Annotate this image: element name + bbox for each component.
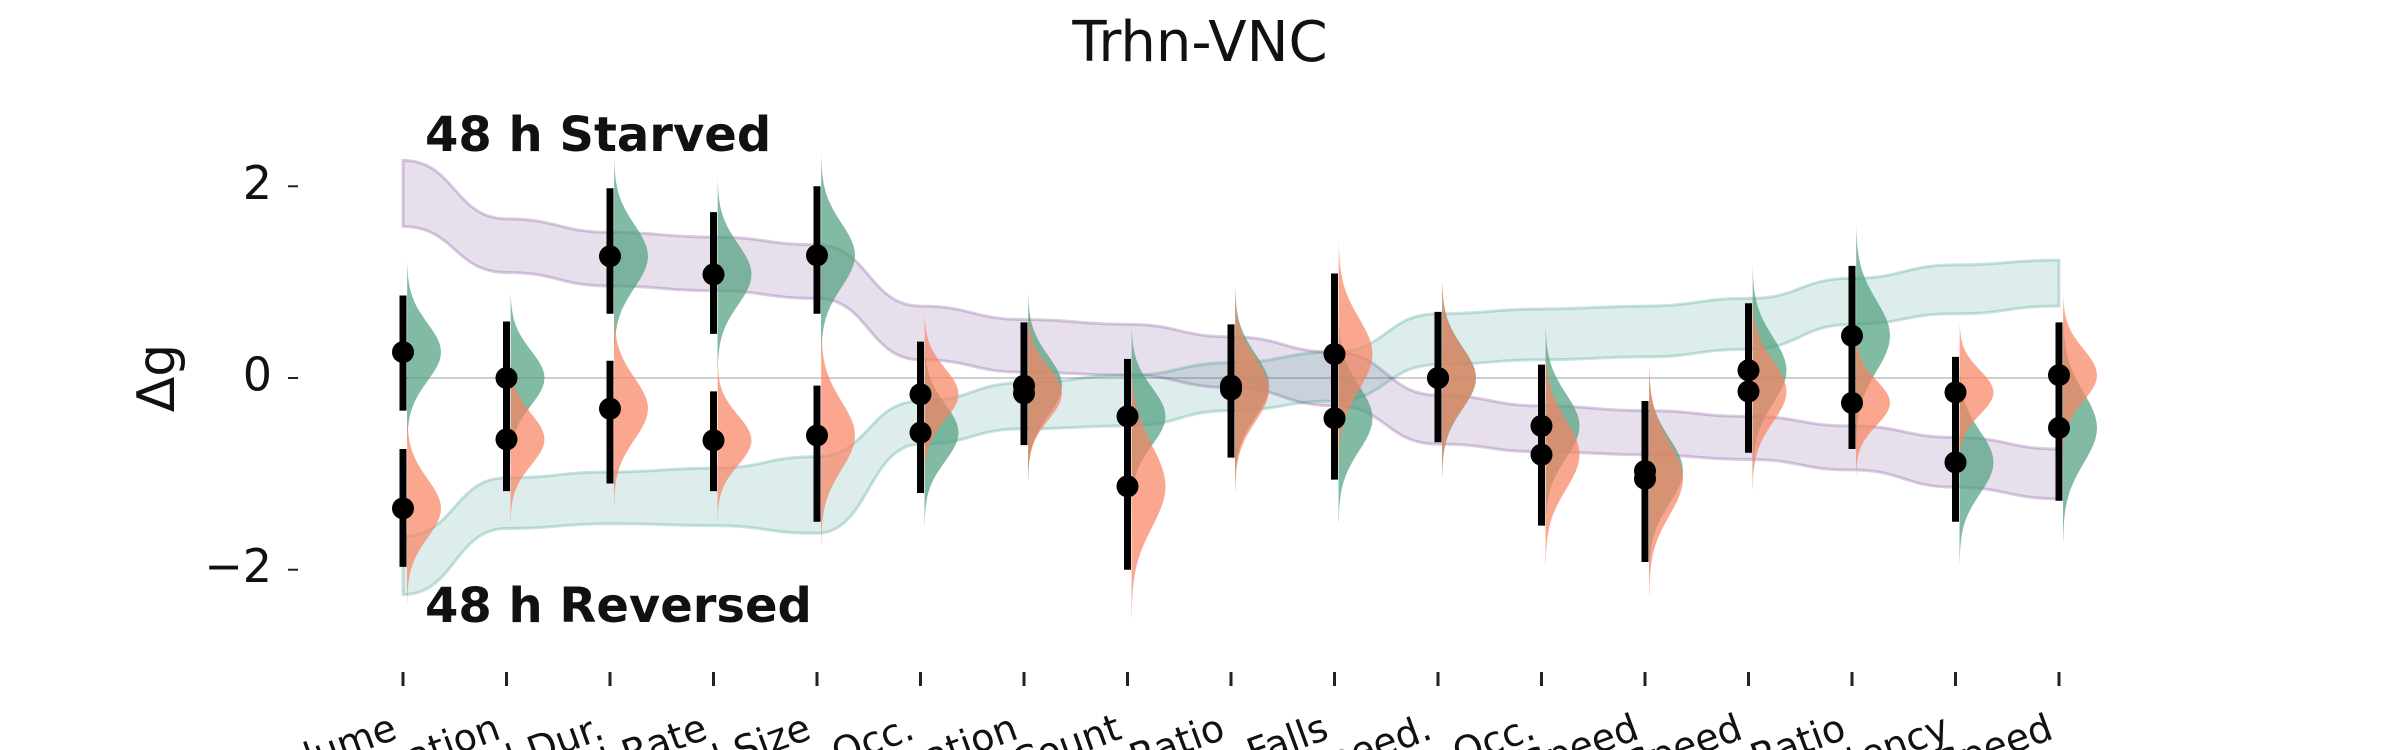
half-violin	[1235, 287, 1269, 492]
x-tick-label: Occ.	[826, 705, 920, 750]
x-tick-label: Ratio	[1744, 705, 1851, 750]
point	[495, 367, 518, 389]
point	[806, 244, 828, 267]
half-violin	[821, 153, 855, 358]
point	[702, 263, 725, 286]
half-violin	[407, 260, 441, 445]
band-label: 48 h Reversed	[425, 578, 812, 634]
point	[702, 429, 725, 452]
y-tick-label: 2	[243, 156, 272, 210]
half-violin	[924, 311, 959, 478]
half-violin	[1856, 330, 1890, 476]
half-violin	[1338, 239, 1373, 469]
half-violin	[1752, 293, 1787, 490]
y-tick-label: −2	[204, 539, 272, 593]
half-violin	[1028, 308, 1062, 478]
point	[599, 397, 621, 420]
half-violin	[614, 310, 648, 507]
half-violin	[510, 356, 545, 523]
x-tick-label: l Size	[706, 705, 816, 750]
point	[1841, 391, 1863, 414]
half-violin	[821, 326, 855, 545]
x-tick-label: Speed	[1621, 705, 1748, 750]
x-tick-label: l Dur.	[500, 705, 609, 750]
y-tick-label: 0	[243, 348, 272, 402]
point	[599, 245, 621, 268]
x-tick-label: l Rate	[594, 705, 712, 750]
point	[2048, 364, 2070, 387]
x-tick-label: olume	[276, 705, 402, 750]
half-violin	[2063, 292, 2097, 458]
x-tick-label: Count	[1005, 705, 1126, 750]
point	[392, 497, 414, 520]
band-label: 48 h Starved	[425, 107, 771, 163]
x-tick-label: Speed	[1931, 705, 2058, 750]
point	[1427, 367, 1449, 389]
half-violin	[1649, 362, 1683, 596]
x-tick-label: peed.	[1321, 705, 1437, 750]
half-violin	[1442, 280, 1476, 476]
point	[909, 383, 932, 406]
half-violin	[1131, 355, 1166, 617]
point	[495, 428, 518, 451]
point	[1116, 475, 1139, 498]
chart-title: Trhn-VNC	[1071, 10, 1327, 75]
point	[1737, 359, 1760, 382]
point	[1116, 405, 1139, 428]
point	[392, 341, 414, 364]
x-tick-label: Falls	[1241, 705, 1334, 750]
x-tick-label: Ratio	[1123, 705, 1230, 750]
point	[1220, 378, 1242, 401]
point	[1323, 407, 1346, 430]
point	[1530, 414, 1553, 437]
x-tick-label: ation	[400, 705, 505, 750]
point	[1634, 467, 1656, 490]
point	[1841, 324, 1863, 347]
half-violin	[717, 360, 752, 521]
half-violin	[717, 177, 752, 372]
half-violin	[1959, 321, 1994, 463]
half-violin	[614, 155, 648, 357]
point	[1944, 451, 1967, 474]
point	[1530, 443, 1553, 466]
point	[1944, 381, 1967, 404]
y-axis-label: Δg	[127, 344, 187, 413]
point	[2048, 416, 2070, 439]
point	[806, 424, 828, 447]
half-violin	[407, 414, 441, 603]
point	[1013, 382, 1035, 405]
half-violin	[1545, 344, 1580, 566]
point	[1323, 343, 1346, 366]
point	[1737, 380, 1760, 403]
point	[909, 421, 932, 444]
